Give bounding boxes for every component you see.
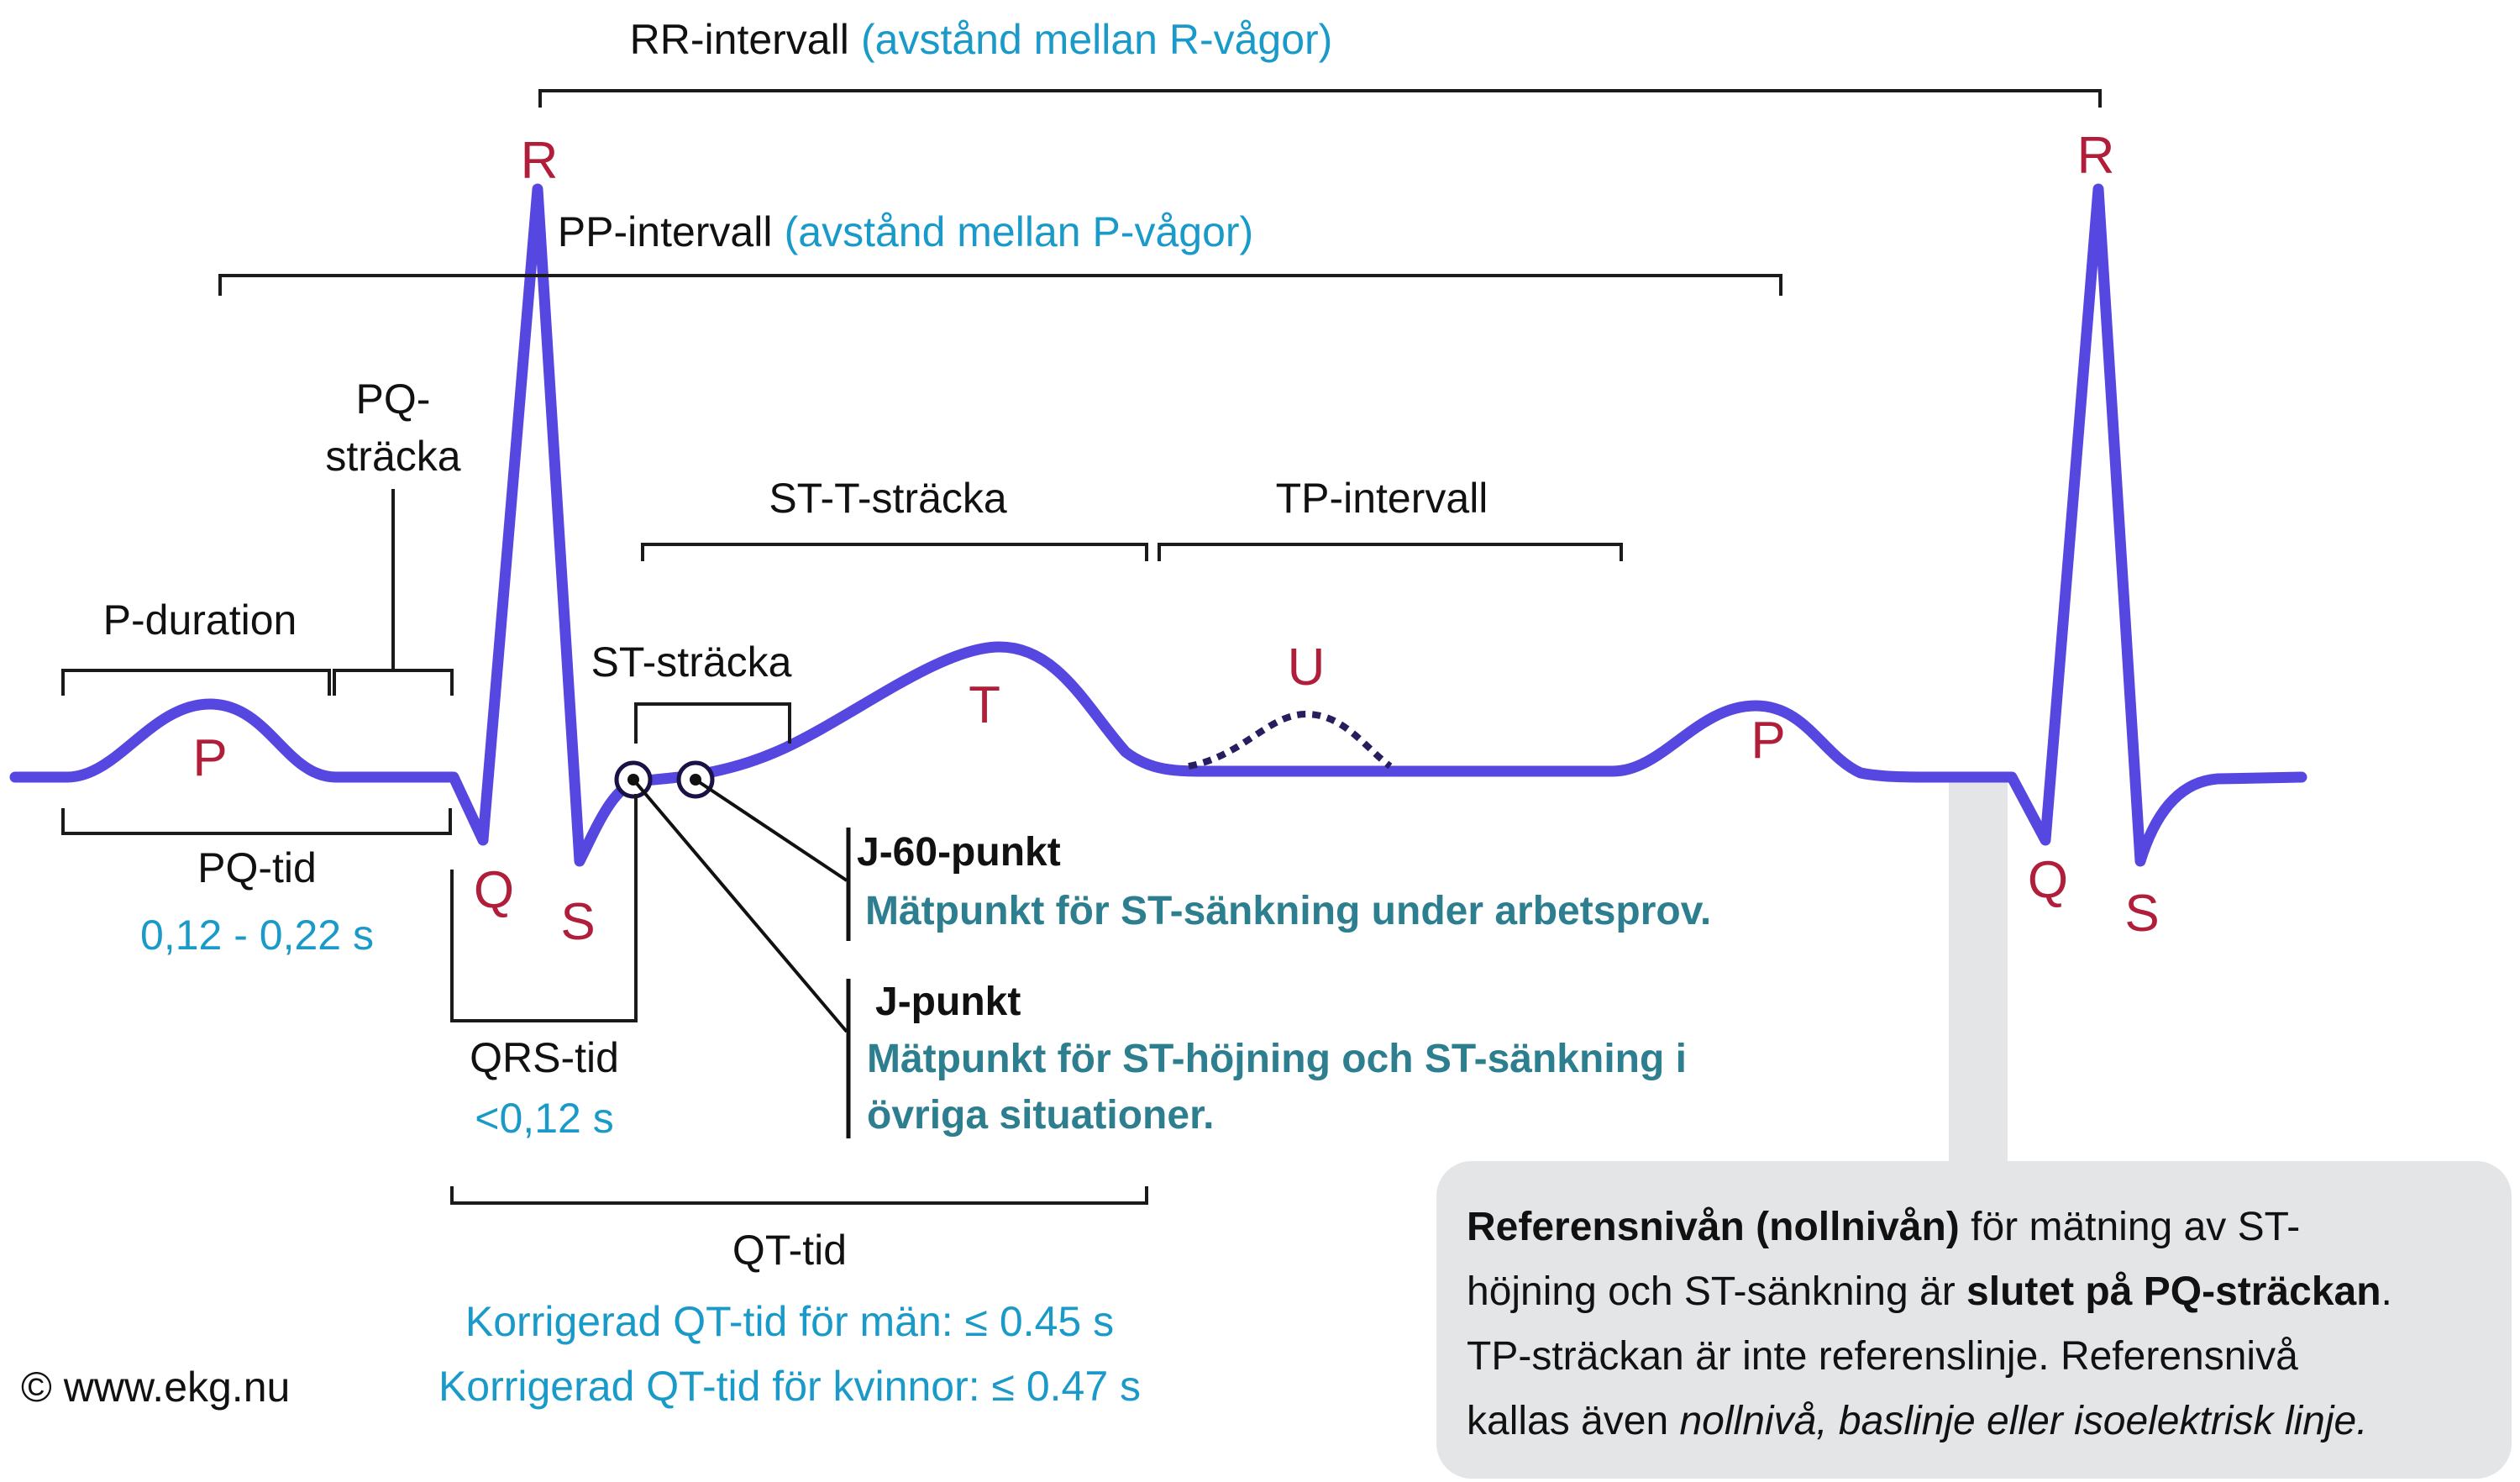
reference-line-4: kallas även nollnivå, baslinje eller iso… (1467, 1389, 2481, 1453)
qt-corrected-men: Korrigerad QT-tid för män: ≤ 0.45 s (465, 1298, 1114, 1345)
pp-interval-title: PP-intervall (avstånd mellan P-vågor) (558, 208, 1253, 255)
wave-label-t: T (969, 676, 1000, 734)
wave-label-p1: P (192, 729, 227, 787)
pq-time-bracket (61, 808, 452, 835)
copyright: © www.ekg.nu (21, 1364, 290, 1411)
reference-line-2: höjning och ST-sänkning är slutet på PQ-… (1467, 1259, 2481, 1324)
p-duration-bracket (61, 669, 331, 696)
j60-point-desc: Mätpunkt för ST-sänkning under arbetspro… (865, 889, 1711, 933)
wave-label-r2: R (2077, 127, 2115, 185)
rr-interval-title: RR-intervall (avstånd mellan R-vågor) (630, 15, 1333, 63)
ecg-waveform (9, 183, 2307, 867)
reference-line-3: TP-sträckan är inte referenslinje. Refer… (1467, 1324, 2481, 1389)
reference-bold-2: slutet på PQ-sträckan (1966, 1269, 2381, 1314)
pq-segment-bracket (333, 669, 454, 696)
qrs-time-value: <0,12 s (475, 1095, 613, 1142)
reference-level-box: Referensnivån (nollnivån) för mätning av… (1436, 1161, 2512, 1479)
qrs-time-bracket (450, 794, 638, 1022)
wave-label-u: U (1288, 639, 1326, 696)
pq-segment-label-line2: sträcka (325, 433, 460, 480)
pq-time-value: 0,12 - 0,22 s (140, 912, 374, 959)
j-pointer-line (632, 778, 848, 1033)
st-segment-label: ST-sträcka (591, 639, 792, 686)
j60-point-title: J-60-punkt (857, 830, 1061, 875)
reference-connector (1949, 773, 2008, 1168)
wave-label-r1: R (521, 132, 559, 190)
reference-text-3: . (2381, 1269, 2392, 1314)
reference-text-5: kallas även (1467, 1399, 1680, 1443)
reference-text-2: höjning och ST-sänkning är (1467, 1269, 1967, 1314)
qrs-time-label: QRS-tid (470, 1034, 619, 1081)
st-segment-bracket (634, 702, 791, 744)
wave-label-s1: S (560, 893, 595, 951)
qt-time-label: QT-tid (732, 1227, 847, 1274)
wave-label-q1: Q (474, 861, 514, 919)
j-point-desc-line2: övriga situationer. (867, 1093, 1214, 1138)
rr-interval-bracket (538, 89, 2102, 108)
st-t-bracket (641, 543, 1148, 561)
qt-corrected-women: Korrigerad QT-tid för kvinnor: ≤ 0.47 s (438, 1363, 1141, 1410)
wave-label-s2: S (2124, 885, 2159, 943)
pq-segment-label-line1: PQ- (356, 376, 431, 423)
wave-label-p2: P (1751, 712, 1785, 770)
wave-label-q2: Q (2028, 851, 2068, 909)
p-duration-label: P-duration (103, 596, 297, 644)
tp-interval-bracket (1158, 543, 1623, 561)
qt-time-bracket (450, 1186, 1148, 1205)
pq-time-label: PQ-tid (197, 844, 317, 891)
j-point-title: J-punkt (875, 980, 1021, 1024)
j60-pointer-line (694, 778, 848, 882)
tp-interval-label: TP-intervall (1276, 475, 1488, 522)
u-wave-dotted (1188, 710, 1393, 770)
j-point-desc-line1: Mätpunkt för ST-höjning och ST-sänkning … (867, 1037, 1687, 1081)
reference-italic-1: nollnivå, baslinje eller isoelektrisk li… (1679, 1399, 2368, 1443)
reference-text-4: TP-sträckan är inte referenslinje. Refer… (1467, 1334, 2298, 1379)
reference-text-1: för mätning av ST- (1959, 1205, 2301, 1249)
st-t-segment-label: ST-T-sträcka (769, 475, 1007, 522)
reference-line-1: Referensnivån (nollnivån) för mätning av… (1467, 1195, 2481, 1259)
reference-bold-1: Referensnivån (nollnivån) (1467, 1205, 1960, 1249)
pp-interval-bracket (218, 274, 1782, 296)
